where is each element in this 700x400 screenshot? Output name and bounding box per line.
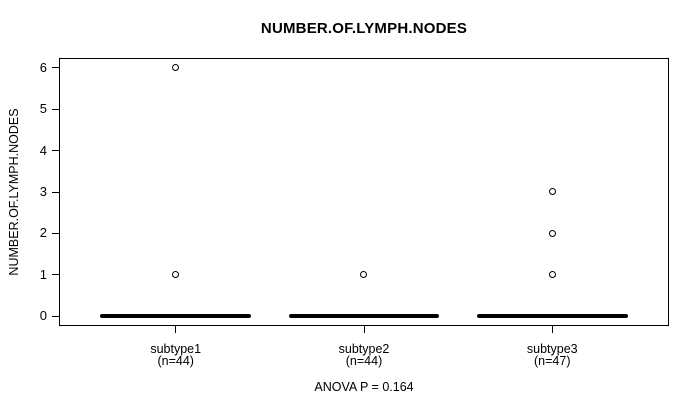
group-n-label: (n=47) [534,354,571,368]
group-n-label: (n=44) [157,354,194,368]
median-line [476,314,628,319]
outlier-point [548,271,556,279]
group-name-label: subtype2 [338,342,390,356]
x-tick-mark [175,326,177,333]
group-name-label: subtype3 [526,342,578,356]
y-tick-label: 2 [39,225,47,241]
outlier-point [172,271,180,279]
median-line [100,314,252,319]
y-tick-mark [52,150,59,152]
y-tick-mark [52,274,59,276]
outlier-point [548,229,556,237]
outlier-point [548,188,556,196]
plot-area [59,58,669,326]
y-tick-mark [52,67,59,69]
y-tick-mark [52,315,59,317]
y-tick-label: 0 [39,308,47,324]
x-tick-label: subtype1 (n=44) [106,342,246,368]
y-tick-label: 1 [39,266,47,282]
median-line [288,314,440,319]
y-axis-label: NUMBER.OF.LYMPH.NODES [7,108,21,276]
outlier-point [172,64,180,72]
x-tick-mark [363,326,365,333]
y-tick-label: 6 [39,59,47,75]
group-name-label: subtype1 [150,342,202,356]
chart-title: NUMBER.OF.LYMPH.NODES [260,20,468,37]
y-tick-mark [52,191,59,193]
y-tick-mark [52,108,59,110]
x-tick-label: subtype3 (n=47) [482,342,622,368]
outlier-point [360,271,368,279]
group-n-label: (n=44) [345,354,383,368]
y-tick-mark [52,232,59,234]
y-tick-label: 4 [39,142,47,158]
y-tick-label: 3 [39,184,47,199]
x-tick-label: subtype2 (n=44) [294,342,434,368]
x-tick-mark [551,326,553,333]
y-tick-label: 5 [39,101,47,117]
anova-annotation: ANOVA P = 0.164 [314,380,414,394]
